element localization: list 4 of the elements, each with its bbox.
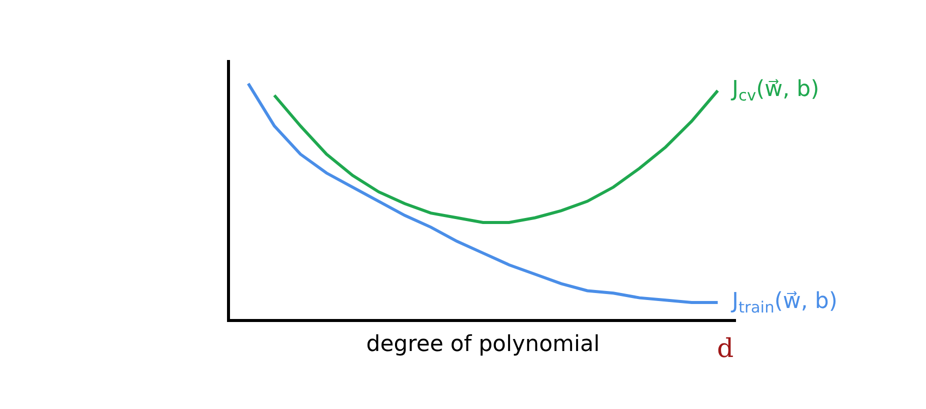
series-label: J$_{train}$(w⃗, b) [730, 289, 838, 317]
text: d [717, 334, 734, 364]
x-axis-title: degree of polynomial [366, 332, 600, 357]
series-label: J$_{cv}$(w⃗, b) [730, 77, 820, 105]
